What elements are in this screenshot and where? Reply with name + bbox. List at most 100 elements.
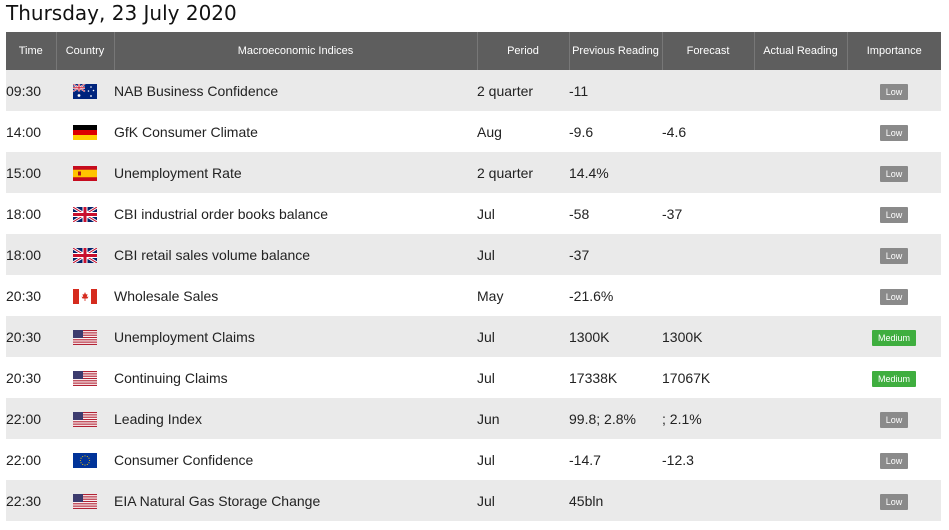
- time-cell: 15:00: [6, 152, 56, 193]
- date-heading: Thursday, 23 July 2020: [6, 1, 237, 25]
- importance-badge: Low: [879, 83, 909, 100]
- period-cell: Jul: [477, 234, 569, 275]
- importance-badge: Low: [879, 411, 909, 428]
- forecast-cell: [662, 480, 754, 521]
- table-row: 20:30 Wholesale Sales May -21.6% Low: [6, 275, 941, 316]
- usa-flag-icon: [73, 411, 97, 427]
- country-cell: [56, 480, 114, 521]
- indicator-name: Wholesale Sales: [114, 275, 477, 316]
- importance-cell: Low: [847, 193, 941, 234]
- time-cell: 18:00: [6, 234, 56, 275]
- time-cell: 20:30: [6, 275, 56, 316]
- indicator-name: Leading Index: [114, 398, 477, 439]
- importance-cell: Low: [847, 439, 941, 480]
- importance-cell: Low: [847, 70, 941, 111]
- actual-reading-cell: [754, 152, 847, 193]
- table-header-row: Time Country Macroeconomic Indices Perio…: [6, 32, 941, 70]
- importance-badge: Low: [879, 124, 909, 141]
- previous-reading-cell: -37: [569, 234, 662, 275]
- indicator-name: Continuing Claims: [114, 357, 477, 398]
- indicator-name: Unemployment Rate: [114, 152, 477, 193]
- uk-flag-icon: [73, 206, 97, 222]
- importance-badge: Medium: [871, 370, 916, 387]
- table-row: 22:00 Leading Index Jun 99.8; 2.8%; 2.1% Low: [6, 398, 941, 439]
- uk-flag-icon: [73, 247, 97, 263]
- importance-cell: Medium: [847, 316, 941, 357]
- importance-badge: Low: [879, 247, 909, 264]
- country-cell: [56, 398, 114, 439]
- header-forecast: Forecast: [661, 32, 754, 70]
- country-cell: [56, 111, 114, 152]
- importance-cell: Low: [847, 275, 941, 316]
- actual-reading-cell: [754, 193, 847, 234]
- usa-flag-icon: [73, 493, 97, 509]
- actual-reading-cell: [754, 316, 847, 357]
- period-cell: Jul: [477, 193, 569, 234]
- time-cell: 20:30: [6, 316, 56, 357]
- forecast-cell: -4.6: [662, 111, 754, 152]
- actual-reading-cell: [754, 439, 847, 480]
- time-cell: 18:00: [6, 193, 56, 234]
- actual-reading-cell: [754, 275, 847, 316]
- time-cell: 09:30: [6, 70, 56, 111]
- time-cell: 22:00: [6, 398, 56, 439]
- previous-reading-cell: 45bln: [569, 480, 662, 521]
- country-cell: [56, 357, 114, 398]
- forecast-cell: [662, 234, 754, 275]
- period-cell: 2 quarter: [477, 70, 569, 111]
- indicator-name: CBI retail sales volume balance: [114, 234, 477, 275]
- time-cell: 14:00: [6, 111, 56, 152]
- forecast-cell: 17067K: [662, 357, 754, 398]
- germany-flag-icon: [73, 124, 97, 140]
- importance-badge: Low: [879, 206, 909, 223]
- previous-reading-cell: 99.8; 2.8%: [569, 398, 662, 439]
- period-cell: 2 quarter: [477, 152, 569, 193]
- forecast-cell: -12.3: [662, 439, 754, 480]
- country-cell: [56, 275, 114, 316]
- period-cell: Jul: [477, 357, 569, 398]
- canada-flag-icon: [73, 288, 97, 304]
- australia-flag-icon: [73, 83, 97, 99]
- importance-cell: Low: [847, 152, 941, 193]
- actual-reading-cell: [754, 70, 847, 111]
- importance-badge: Low: [879, 452, 909, 469]
- country-cell: [56, 234, 114, 275]
- table-row: 22:00 Consumer Confidence Jul -14.7 -12.3 Low: [6, 439, 941, 480]
- country-cell: [56, 152, 114, 193]
- importance-cell: Low: [847, 234, 941, 275]
- importance-cell: Medium: [847, 357, 941, 398]
- actual-reading-cell: [754, 111, 847, 152]
- forecast-cell: 1300K: [662, 316, 754, 357]
- indicator-name: Unemployment Claims: [114, 316, 477, 357]
- spain-flag-icon: [73, 165, 97, 181]
- actual-reading-cell: [754, 480, 847, 521]
- table-row: 20:30 Unemployment Claims Jul 1300K 1300K Med…: [6, 316, 941, 357]
- period-cell: Jul: [477, 480, 569, 521]
- table-row: 18:00 CBI retail sales volume balance Jul -…: [6, 234, 941, 275]
- indicator-name: GfK Consumer Climate: [114, 111, 477, 152]
- time-cell: 22:00: [6, 439, 56, 480]
- country-cell: [56, 70, 114, 111]
- forecast-cell: [662, 70, 754, 111]
- indicator-name: EIA Natural Gas Storage Change: [114, 480, 477, 521]
- previous-reading-cell: -58: [569, 193, 662, 234]
- indicator-name: NAB Business Confidence: [114, 70, 477, 111]
- previous-reading-cell: 1300K: [569, 316, 662, 357]
- previous-reading-cell: -9.6: [569, 111, 662, 152]
- header-indices: Macroeconomic Indices: [113, 32, 477, 70]
- time-cell: 20:30: [6, 357, 56, 398]
- importance-cell: Low: [847, 111, 941, 152]
- table-row: 09:30 NAB Business Confidence 2 quarter -11…: [6, 70, 941, 111]
- previous-reading-cell: 17338K: [569, 357, 662, 398]
- period-cell: Jul: [477, 316, 569, 357]
- header-importance: Importance: [846, 32, 941, 70]
- actual-reading-cell: [754, 234, 847, 275]
- importance-cell: Low: [847, 480, 941, 521]
- economic-calendar-table: Time Country Macroeconomic Indices Perio…: [6, 32, 941, 521]
- importance-cell: Low: [847, 398, 941, 439]
- importance-badge: Medium: [871, 329, 916, 346]
- eu-flag-icon: [73, 452, 97, 468]
- table-row: 15:00 Unemployment Rate 2 quarter 14.4% Low: [6, 152, 941, 193]
- header-time: Time: [6, 32, 56, 70]
- country-cell: [56, 316, 114, 357]
